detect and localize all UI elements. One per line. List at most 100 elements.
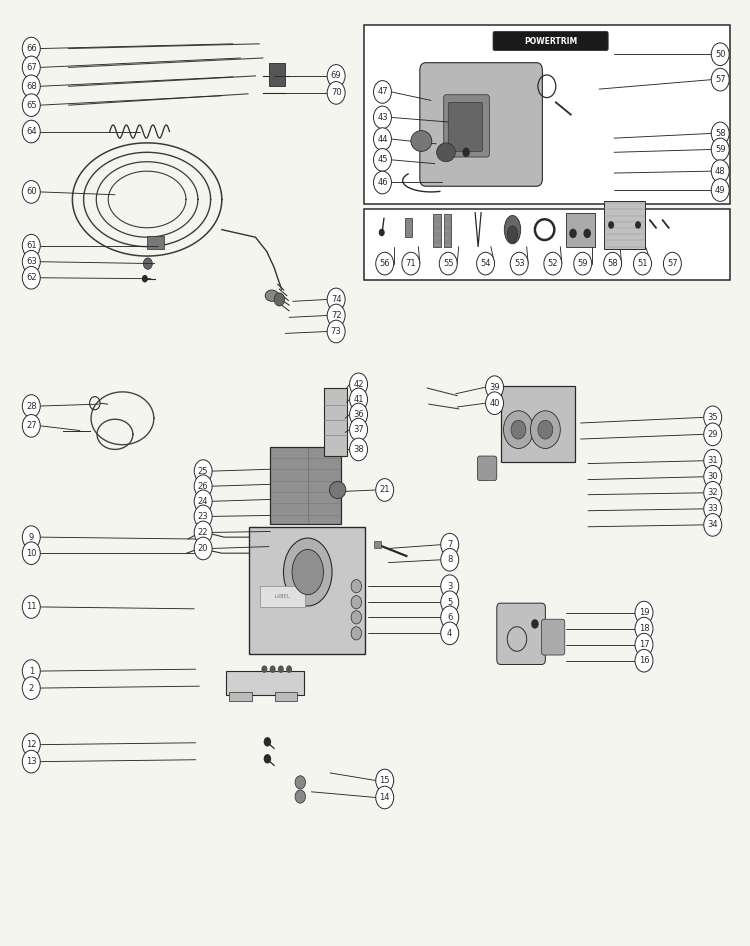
Text: LABEL: LABEL [274,594,290,599]
Text: 22: 22 [198,528,208,537]
Circle shape [351,580,361,593]
Text: 47: 47 [377,87,388,96]
Text: 39: 39 [489,383,500,392]
Text: 30: 30 [707,472,718,482]
Text: 63: 63 [26,257,37,266]
Circle shape [22,75,40,97]
Circle shape [635,618,653,639]
Circle shape [711,43,729,65]
Text: 67: 67 [26,63,37,72]
Text: 50: 50 [715,50,725,59]
Text: 52: 52 [548,259,558,268]
Text: 16: 16 [639,657,650,665]
Text: 20: 20 [198,544,208,553]
Circle shape [194,521,212,544]
Circle shape [327,305,345,326]
Text: 49: 49 [715,185,725,195]
Circle shape [22,659,40,682]
Circle shape [711,160,729,183]
Ellipse shape [504,216,520,244]
Text: 24: 24 [198,497,208,506]
Circle shape [704,514,722,536]
Bar [230,692,252,701]
Text: 32: 32 [707,488,718,498]
FancyBboxPatch shape [420,62,542,186]
Bar [444,214,452,247]
Text: 18: 18 [639,624,650,633]
Circle shape [22,542,40,565]
Circle shape [264,737,272,746]
Circle shape [22,181,40,203]
Text: 59: 59 [715,145,725,154]
Circle shape [376,786,394,809]
Circle shape [664,253,681,275]
Circle shape [350,418,368,441]
Bar [250,527,365,654]
Text: 43: 43 [377,113,388,122]
Text: 38: 38 [353,445,364,454]
Circle shape [22,750,40,773]
Circle shape [351,596,361,609]
Circle shape [194,460,212,482]
Text: 12: 12 [26,740,37,749]
Circle shape [544,253,562,275]
Circle shape [350,403,368,426]
Circle shape [485,376,503,398]
Circle shape [711,122,729,145]
Circle shape [351,627,361,639]
Circle shape [350,388,368,411]
Text: 73: 73 [331,327,341,336]
FancyBboxPatch shape [493,31,608,50]
Circle shape [22,733,40,756]
Text: 5: 5 [447,598,452,606]
Ellipse shape [284,538,332,606]
Text: 55: 55 [443,259,454,268]
Text: 6: 6 [447,613,452,622]
Circle shape [402,253,420,275]
Circle shape [374,171,392,194]
Text: 58: 58 [715,129,725,138]
Text: 35: 35 [707,412,718,422]
Circle shape [278,665,284,673]
Bar [405,219,412,237]
Circle shape [22,235,40,257]
Circle shape [531,620,538,629]
Text: 54: 54 [480,259,490,268]
Bar [226,671,304,694]
Text: 11: 11 [26,603,37,611]
Bar [604,201,646,249]
Text: 45: 45 [377,155,388,165]
Text: 19: 19 [639,608,650,617]
Ellipse shape [507,226,518,243]
Circle shape [711,68,729,91]
Text: 57: 57 [667,259,678,268]
Text: 13: 13 [26,757,37,766]
FancyBboxPatch shape [496,604,545,664]
Circle shape [327,64,345,87]
Circle shape [711,138,729,161]
Text: 28: 28 [26,401,37,411]
Circle shape [295,776,305,789]
Text: 72: 72 [331,311,341,320]
Bar [271,447,341,524]
Circle shape [194,537,212,560]
Text: 62: 62 [26,273,37,282]
Text: 7: 7 [447,540,452,550]
Circle shape [379,229,385,236]
Text: 46: 46 [377,178,388,187]
Text: 26: 26 [198,482,208,491]
Bar [500,386,575,462]
Circle shape [635,649,653,672]
Circle shape [441,575,459,598]
Circle shape [584,229,591,238]
Circle shape [463,148,470,157]
Circle shape [704,465,722,488]
Circle shape [635,634,653,656]
Text: 8: 8 [447,555,452,564]
FancyBboxPatch shape [477,456,496,481]
Circle shape [441,549,459,571]
Circle shape [286,665,292,673]
Text: 3: 3 [447,582,452,590]
Circle shape [376,479,394,501]
Text: 51: 51 [638,259,648,268]
